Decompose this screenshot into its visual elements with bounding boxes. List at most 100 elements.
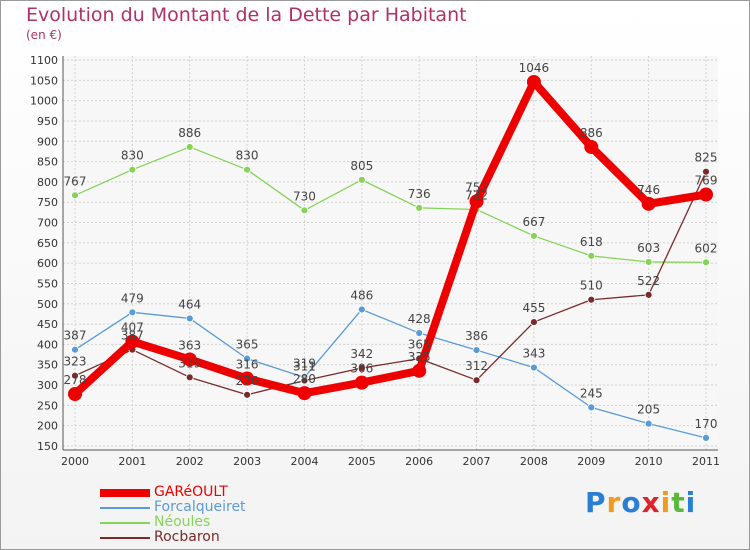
data-label-forcalqueiret: 343 [522,347,545,361]
x-tick-label: 2006 [405,455,433,468]
data-label-forcalqueiret: 386 [465,329,488,343]
x-tick-label: 2001 [118,455,146,468]
point-forcalqueiret [472,346,481,355]
data-label-néoules: 805 [350,159,373,173]
point-garéoult [240,371,255,386]
x-tick-label: 2011 [692,455,720,468]
logo-letter: x [641,486,661,519]
y-tick-label: 550 [37,277,58,290]
legend-swatch-forcalqueiret [100,507,150,509]
y-tick-label: 1050 [30,74,58,87]
y-tick-label: 600 [37,257,58,270]
x-tick-label: 2008 [520,455,548,468]
point-garéoult [125,334,140,349]
legend-swatch-garéoult [100,489,150,497]
x-tick-label: 2004 [290,455,318,468]
data-label-forcalqueiret: 319 [293,356,316,370]
x-tick-label: 2002 [176,455,204,468]
y-tick-label: 150 [37,440,58,453]
point-garéoult [68,386,82,401]
data-label-néoules: 830 [236,149,259,163]
y-tick-label: 800 [37,176,58,189]
point-rocbaron [587,295,596,304]
point-néoules [644,258,653,266]
point-garéoult [584,139,599,154]
point-rocbaron [530,318,538,326]
logo-letter: i [660,486,672,519]
point-néoules [185,143,194,151]
legend-swatch-néoules [100,522,150,524]
x-tick-label: 2009 [577,455,605,468]
y-tick-label: 350 [37,359,58,372]
logo-letter: P [585,486,607,519]
data-label-rocbaron: 365 [408,338,431,352]
data-label-forcalqueiret: 245 [580,386,603,400]
series-line-garéoult [71,77,710,398]
data-label-garéoult: 316 [236,358,259,372]
y-tick-label: 250 [37,399,58,412]
data-label-forcalqueiret: 365 [236,338,259,352]
point-néoules [587,251,596,260]
data-label-néoules: 667 [522,215,545,229]
point-néoules [530,232,538,240]
data-label-néoules: 603 [637,241,660,255]
data-label-garéoult: 306 [350,362,373,376]
point-forcalqueiret [357,305,366,314]
data-label-néoules: 602 [695,241,718,255]
point-forcalqueiret [243,354,251,363]
legend-label-rocbaron: Rocbaron [154,529,220,545]
data-label-forcalqueiret: 428 [408,312,431,326]
y-tick-label: 900 [37,135,58,148]
data-label-forcalqueiret: 486 [350,288,373,302]
x-tick-label: 2005 [348,455,376,468]
point-rocbaron [644,290,653,299]
point-forcalqueiret [702,433,710,442]
data-label-forcalqueiret: 170 [695,417,718,431]
data-label-garéoult: 752 [465,180,488,194]
data-label-garéoult: 278 [64,373,87,387]
data-label-rocbaron: 312 [465,359,488,373]
data-label-néoules: 830 [121,149,144,163]
data-label-rocbaron: 522 [637,274,660,288]
legend-swatch-rocbaron [100,537,150,539]
data-label-garéoult: 769 [695,173,718,187]
point-garéoult [699,187,713,202]
data-label-garéoult: 335 [408,350,431,364]
data-label-forcalqueiret: 479 [121,291,144,305]
data-label-garéoult: 746 [637,183,660,197]
point-garéoult [641,196,656,211]
point-néoules [300,206,309,215]
logo-letter: o [621,486,642,519]
point-néoules [243,165,251,174]
y-tick-label: 300 [37,379,58,392]
chart-subtitle: (en €) [26,28,62,42]
point-garéoult [354,375,369,390]
data-label-rocbaron: 342 [350,347,373,361]
legend-label-garéoult: GARéOULT [154,484,228,500]
point-forcalqueiret [185,314,194,323]
point-néoules [71,191,79,200]
data-label-forcalqueiret: 205 [637,403,660,417]
proxiti-logo: Proxiti [585,486,696,519]
y-tick-label: 700 [37,217,58,230]
point-rocbaron [243,390,251,399]
point-forcalqueiret [587,403,596,412]
y-tick-label: 850 [37,156,58,169]
data-label-rocbaron: 387 [121,329,144,343]
point-rocbaron [300,376,309,385]
point-rocbaron [185,373,194,382]
y-tick-label: 950 [37,115,58,128]
point-garéoult [469,194,484,209]
data-label-néoules: 736 [408,187,431,201]
data-label-néoules: 886 [178,126,201,140]
point-forcalqueiret [71,345,79,354]
data-label-rocbaron: 825 [695,151,718,165]
point-garéoult [182,352,197,367]
point-rocbaron [472,376,481,385]
data-label-néoules: 732 [465,189,488,203]
logo-letter: t [671,486,686,519]
series-line-néoules [74,146,707,263]
series-line-rocbaron [74,171,707,396]
point-garéoult [412,363,427,378]
